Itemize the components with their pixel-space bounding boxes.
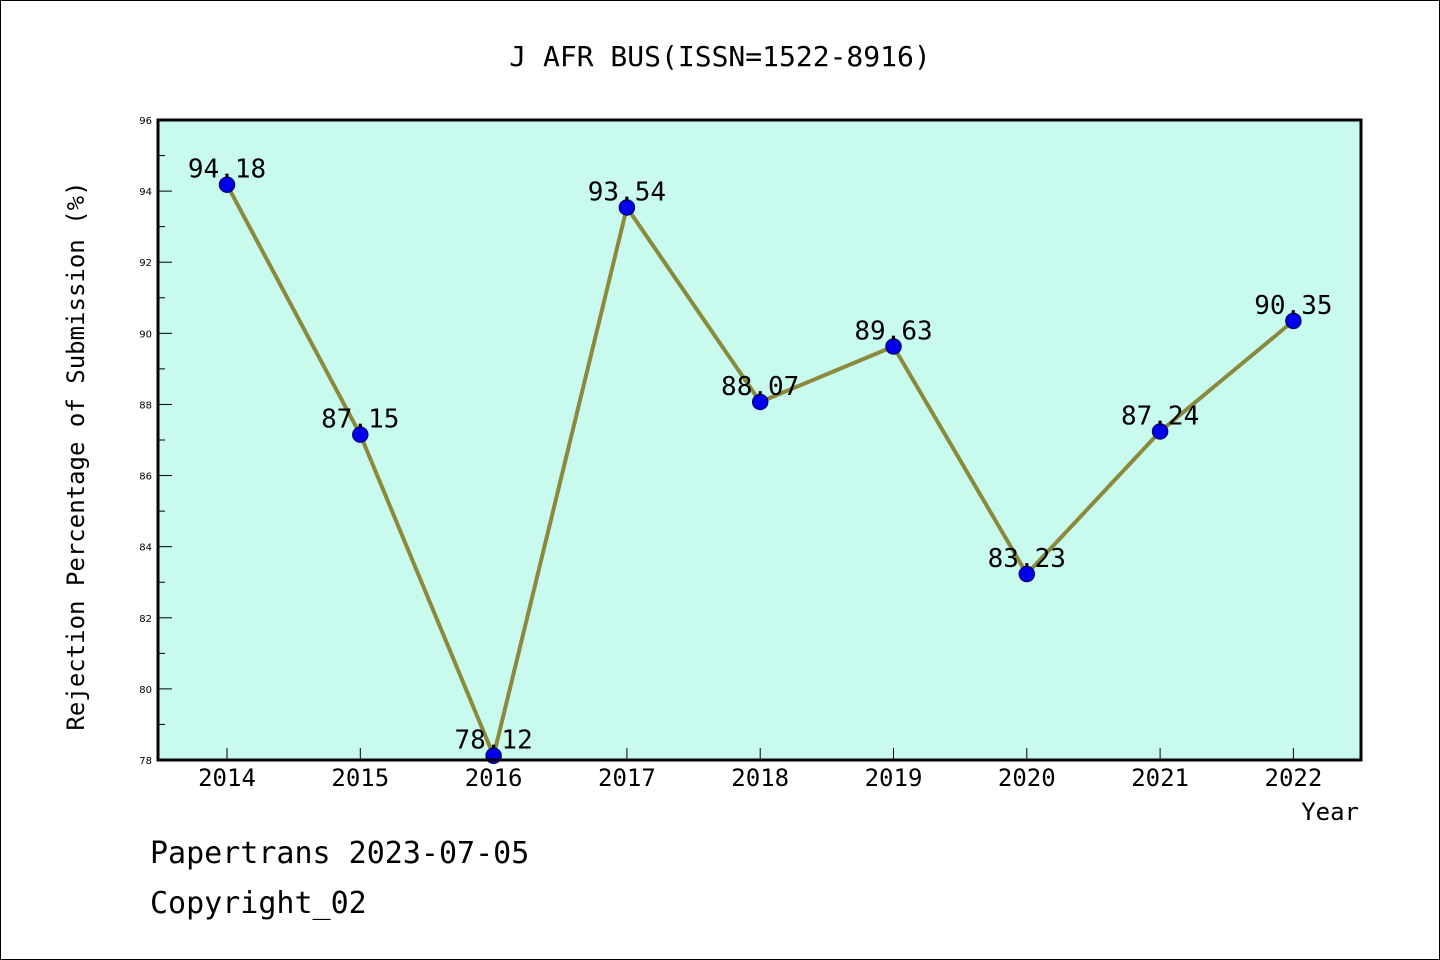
- plot-area: [158, 120, 1361, 760]
- data-point: [885, 338, 902, 355]
- data-label: 90.35: [1254, 291, 1332, 321]
- data-label: 87.15: [321, 405, 399, 435]
- data-point: [352, 426, 369, 443]
- y-axis-label: Rejection Percentage of Submission (%): [62, 181, 90, 730]
- footer-copyright: Copyright_02: [150, 886, 367, 921]
- data-point: [751, 393, 769, 411]
- y-tick-label: 82: [139, 614, 152, 625]
- x-tick-label: 2020: [998, 764, 1056, 792]
- y-tick-label: 96: [139, 116, 152, 127]
- data-labels: 94.18 87.15 78.12 93.54 88.07 89.63 83.23 87.24…: [188, 155, 1333, 756]
- x-tick-label: 2019: [865, 764, 923, 792]
- data-label: 88.07: [721, 372, 799, 402]
- plot-border: [156, 118, 1363, 762]
- y-tick-label: 92: [139, 258, 152, 269]
- data-point: [1151, 423, 1169, 440]
- y-tick-label: 88: [139, 400, 152, 411]
- y-tick-label: 84: [139, 543, 152, 554]
- data-label: 83.23: [988, 544, 1066, 574]
- data-label: 89.63: [854, 316, 932, 346]
- data-label: 87.24: [1121, 401, 1199, 431]
- y-tick-label: 90: [139, 329, 152, 340]
- footer-papertrans: Papertrans 2023-07-05: [150, 836, 530, 871]
- y-tick-label: 80: [139, 685, 152, 696]
- x-axis-ticks: 2014 2015 2016 2017 2018 2019 2020 2021 2022: [198, 748, 1322, 792]
- data-label: 78.12: [454, 726, 532, 756]
- data-point: [218, 176, 236, 193]
- x-tick-label: 2016: [465, 764, 523, 792]
- data-point: [1018, 565, 1036, 583]
- x-axis-label: Year: [1301, 798, 1359, 826]
- y-tick-label: 78: [139, 756, 152, 767]
- y-tick-label: 86: [139, 472, 152, 483]
- data-point: [1285, 312, 1302, 330]
- x-tick-label: 2022: [1265, 764, 1323, 792]
- x-tick-label: 2017: [598, 764, 656, 792]
- x-tick-label: 2015: [331, 764, 389, 792]
- data-label: 94.18: [188, 155, 266, 185]
- data-label: 93.54: [588, 177, 666, 207]
- x-tick-label: 2014: [198, 764, 256, 792]
- series-markers: [218, 176, 1302, 764]
- chart-title: J AFR BUS(ISSN=1522-8916): [509, 40, 930, 73]
- data-point: [618, 199, 636, 216]
- x-tick-label: 2021: [1131, 764, 1189, 792]
- y-tick-label: 94: [139, 187, 152, 198]
- x-tick-label: 2018: [731, 764, 789, 792]
